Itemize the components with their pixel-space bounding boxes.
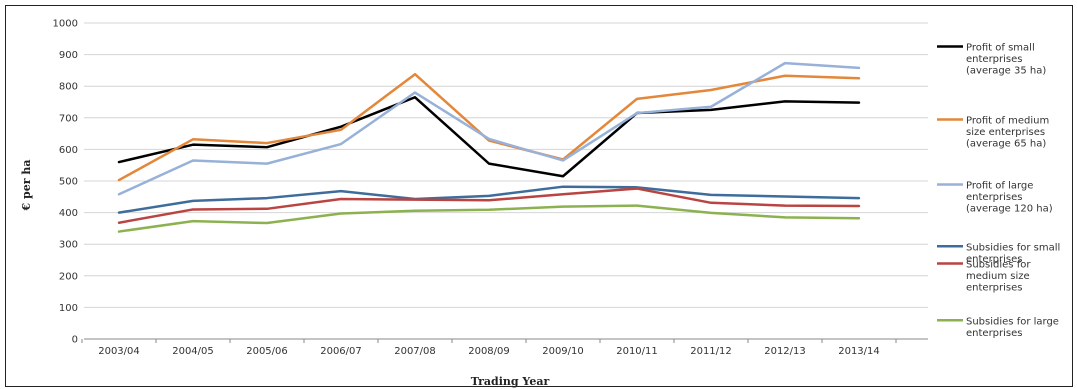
x-tick-label: 2011/12: [690, 346, 732, 357]
axes: 0 100 200 300 400 500 600 700 800 900 1000 2003/04 2…: [53, 19, 928, 357]
x-tick-label: 2004/05: [172, 346, 214, 357]
legend-label: (average 120 ha): [966, 204, 1053, 215]
legend-label: size enterprises: [966, 127, 1045, 138]
series-lines: [117, 61, 861, 233]
x-tick-label: 2005/06: [246, 346, 288, 357]
legend-label: enterprises: [966, 254, 1022, 265]
x-tick-label: 2006/07: [320, 346, 362, 357]
y-tick-label: 600: [59, 145, 78, 156]
y-tick-label: 900: [59, 50, 78, 61]
series-line: [117, 72, 861, 182]
legend-label: enterprises: [966, 192, 1022, 203]
legend-label: Subsidies for small: [966, 242, 1060, 253]
legend-label: enterprises: [966, 328, 1022, 339]
y-tick-label: 400: [59, 208, 78, 219]
series-line: [117, 96, 861, 178]
series-line: [117, 204, 861, 233]
series-line: [117, 61, 861, 196]
y-tick-label: 0: [72, 335, 78, 346]
legend-label: (average 35 ha): [966, 66, 1046, 77]
legend-label: Profit of medium: [966, 116, 1049, 127]
legend-label: Profit of large: [966, 181, 1033, 192]
y-tick-label: 1000: [53, 19, 78, 30]
series-line: [117, 185, 861, 214]
x-tick-label: 2010/11: [616, 346, 658, 357]
legend-label: enterprises: [966, 283, 1022, 294]
x-tick-label: 2009/10: [542, 346, 584, 357]
y-tick-label: 500: [59, 177, 78, 188]
x-tick-label: 2012/13: [764, 346, 806, 357]
x-tick-label: 2007/08: [394, 346, 436, 357]
x-axis-title: Trading Year: [471, 375, 550, 388]
legend-label: Subsidies for: [966, 260, 1031, 271]
x-tick-label: 2013/14: [838, 346, 880, 357]
series-line: [117, 187, 861, 224]
gridlines: [84, 22, 928, 308]
y-tick-label: 700: [59, 113, 78, 124]
y-tick-label: 100: [59, 303, 78, 314]
legend-label: enterprises: [966, 54, 1022, 65]
x-tick-label: 2003/04: [98, 346, 140, 357]
y-tick-label: 800: [59, 82, 78, 93]
legend-label: (average 65 ha): [966, 139, 1046, 150]
legend-label: Profit of small: [966, 43, 1035, 54]
legend-label: Subsidies for large: [966, 316, 1059, 327]
y-tick-label: 200: [59, 271, 78, 282]
y-axis-title: € per ha: [20, 160, 33, 212]
x-tick-label: 2008/09: [468, 346, 510, 357]
y-tick-label: 300: [59, 240, 78, 251]
legend-label: medium size: [966, 271, 1030, 282]
